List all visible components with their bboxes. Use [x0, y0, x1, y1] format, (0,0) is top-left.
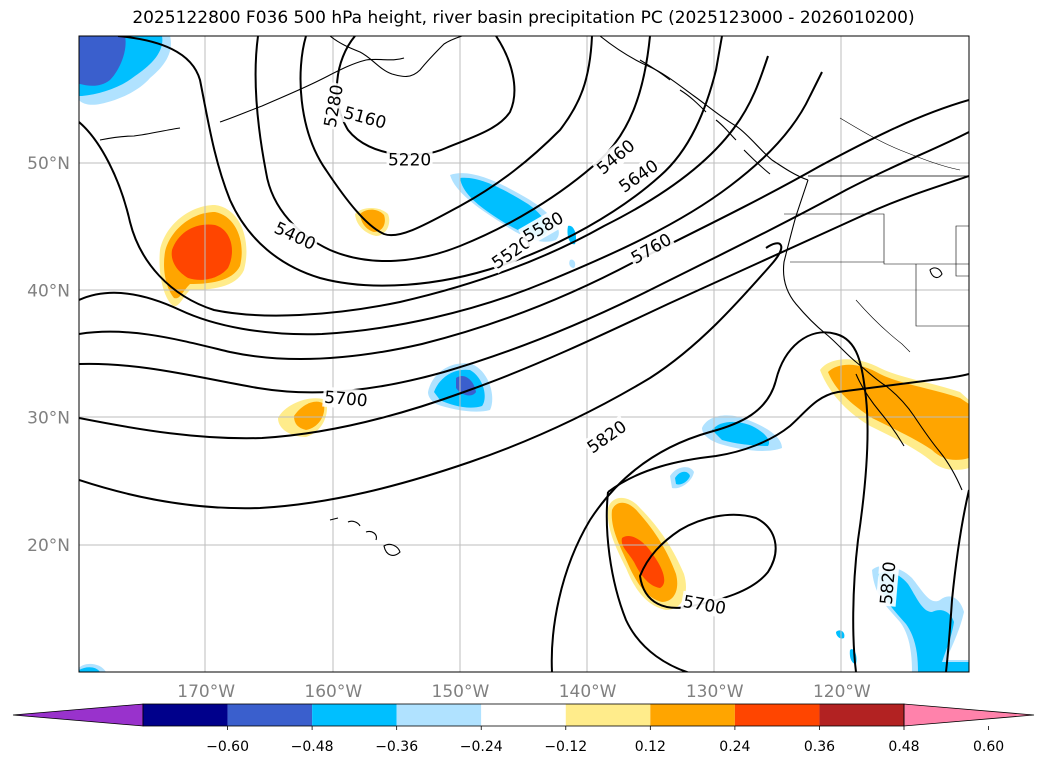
map-title: 2025122800 F036 500 hPa height, river ba… — [132, 8, 915, 28]
colorbar-swatch — [650, 704, 735, 726]
colorbar-swatch — [227, 704, 313, 726]
colorbar-swatch — [481, 704, 566, 726]
contour-label-5700: 5700 — [680, 590, 729, 619]
colorbar-swatch — [396, 704, 482, 726]
contour-label-backdrop — [680, 590, 729, 619]
lon-label-120: 120°W — [813, 682, 871, 702]
latitude-labels: 50°N 40°N 30°N 20°N — [27, 154, 70, 556]
contour-label-text: 5400 — [271, 218, 319, 254]
contour-label-text: 5760 — [628, 230, 675, 269]
contour-label-backdrop — [486, 230, 536, 274]
colorbar-tick-label: 0.12 — [635, 739, 666, 755]
colorbar-tick-label: −0.24 — [460, 739, 503, 755]
contour-label-backdrop — [875, 559, 900, 607]
contour-label-text: 5820 — [877, 561, 901, 606]
lat-label-20: 20°N — [27, 536, 70, 556]
map-frame — [78, 35, 970, 673]
height-contours — [79, 36, 969, 672]
contour-label-backdrop — [582, 415, 632, 459]
contour-label-backdrop — [270, 216, 321, 255]
lat-label-40: 40°N — [27, 281, 70, 301]
colorbar-swatch — [565, 704, 651, 726]
lon-label-130: 130°W — [686, 682, 744, 702]
lat-label-50: 50°N — [27, 154, 70, 174]
contour-label-backdrop — [613, 154, 664, 198]
lon-label-160: 160°W — [304, 682, 362, 702]
contour-label-5700: 5700 — [322, 386, 370, 412]
contour-label-5820: 5820 — [582, 415, 632, 459]
contour-label-text: 5220 — [388, 150, 431, 170]
colorbar-swatch — [143, 704, 228, 726]
contour-label-5820: 5820 — [875, 559, 901, 607]
colorbar-tick-label: −0.60 — [206, 739, 249, 755]
colorbar-swatch — [734, 704, 820, 726]
contour-label-5220: 5220 — [386, 149, 433, 170]
colorbar-tick-label: −0.36 — [375, 739, 418, 755]
colorbar-extend-high — [903, 703, 1035, 727]
colorbar-tick-label: 0.36 — [804, 739, 835, 755]
colorbar-extend-low — [12, 703, 144, 727]
colorbar-tick-label: 0.60 — [973, 739, 1004, 755]
colorbar-swatch — [819, 704, 904, 726]
lat-label-30: 30°N — [27, 409, 70, 429]
lon-label-170: 170°W — [177, 682, 235, 702]
lon-label-140: 140°W — [559, 682, 617, 702]
contour-label-backdrop — [322, 386, 370, 411]
contour-label-text: 5700 — [681, 592, 727, 619]
colorbar-tick-label: −0.48 — [291, 739, 334, 755]
contour-label-5400: 5400 — [270, 216, 321, 255]
colorbar-outline — [142, 703, 905, 727]
contour-label-text: 5700 — [323, 388, 368, 412]
colorbar-tick-label: −0.12 — [544, 739, 587, 755]
precip-shading — [79, 36, 969, 672]
colorbar-swatch — [312, 704, 397, 726]
contour-label-backdrop — [340, 101, 390, 134]
coastlines — [99, 36, 969, 556]
contour-label-backdrop — [319, 81, 348, 131]
lon-label-150: 150°W — [432, 682, 490, 702]
contour-label-backdrop — [591, 134, 640, 180]
longitude-labels: 170°W 160°W 150°W 140°W 130°W 120°W — [177, 682, 871, 702]
contour-label-backdrop — [386, 149, 433, 170]
graticule — [79, 36, 969, 672]
colorbar-tick-label: 0.24 — [719, 739, 750, 755]
contour-label-backdrop — [518, 206, 568, 247]
contour-label-backdrop — [626, 228, 677, 269]
colorbar-tick-label: 0.48 — [888, 739, 919, 755]
colorbar: −0.60 −0.48 −0.36 −0.24 −0.12 0.12 0.24 0.36 0.4… — [12, 703, 1035, 755]
